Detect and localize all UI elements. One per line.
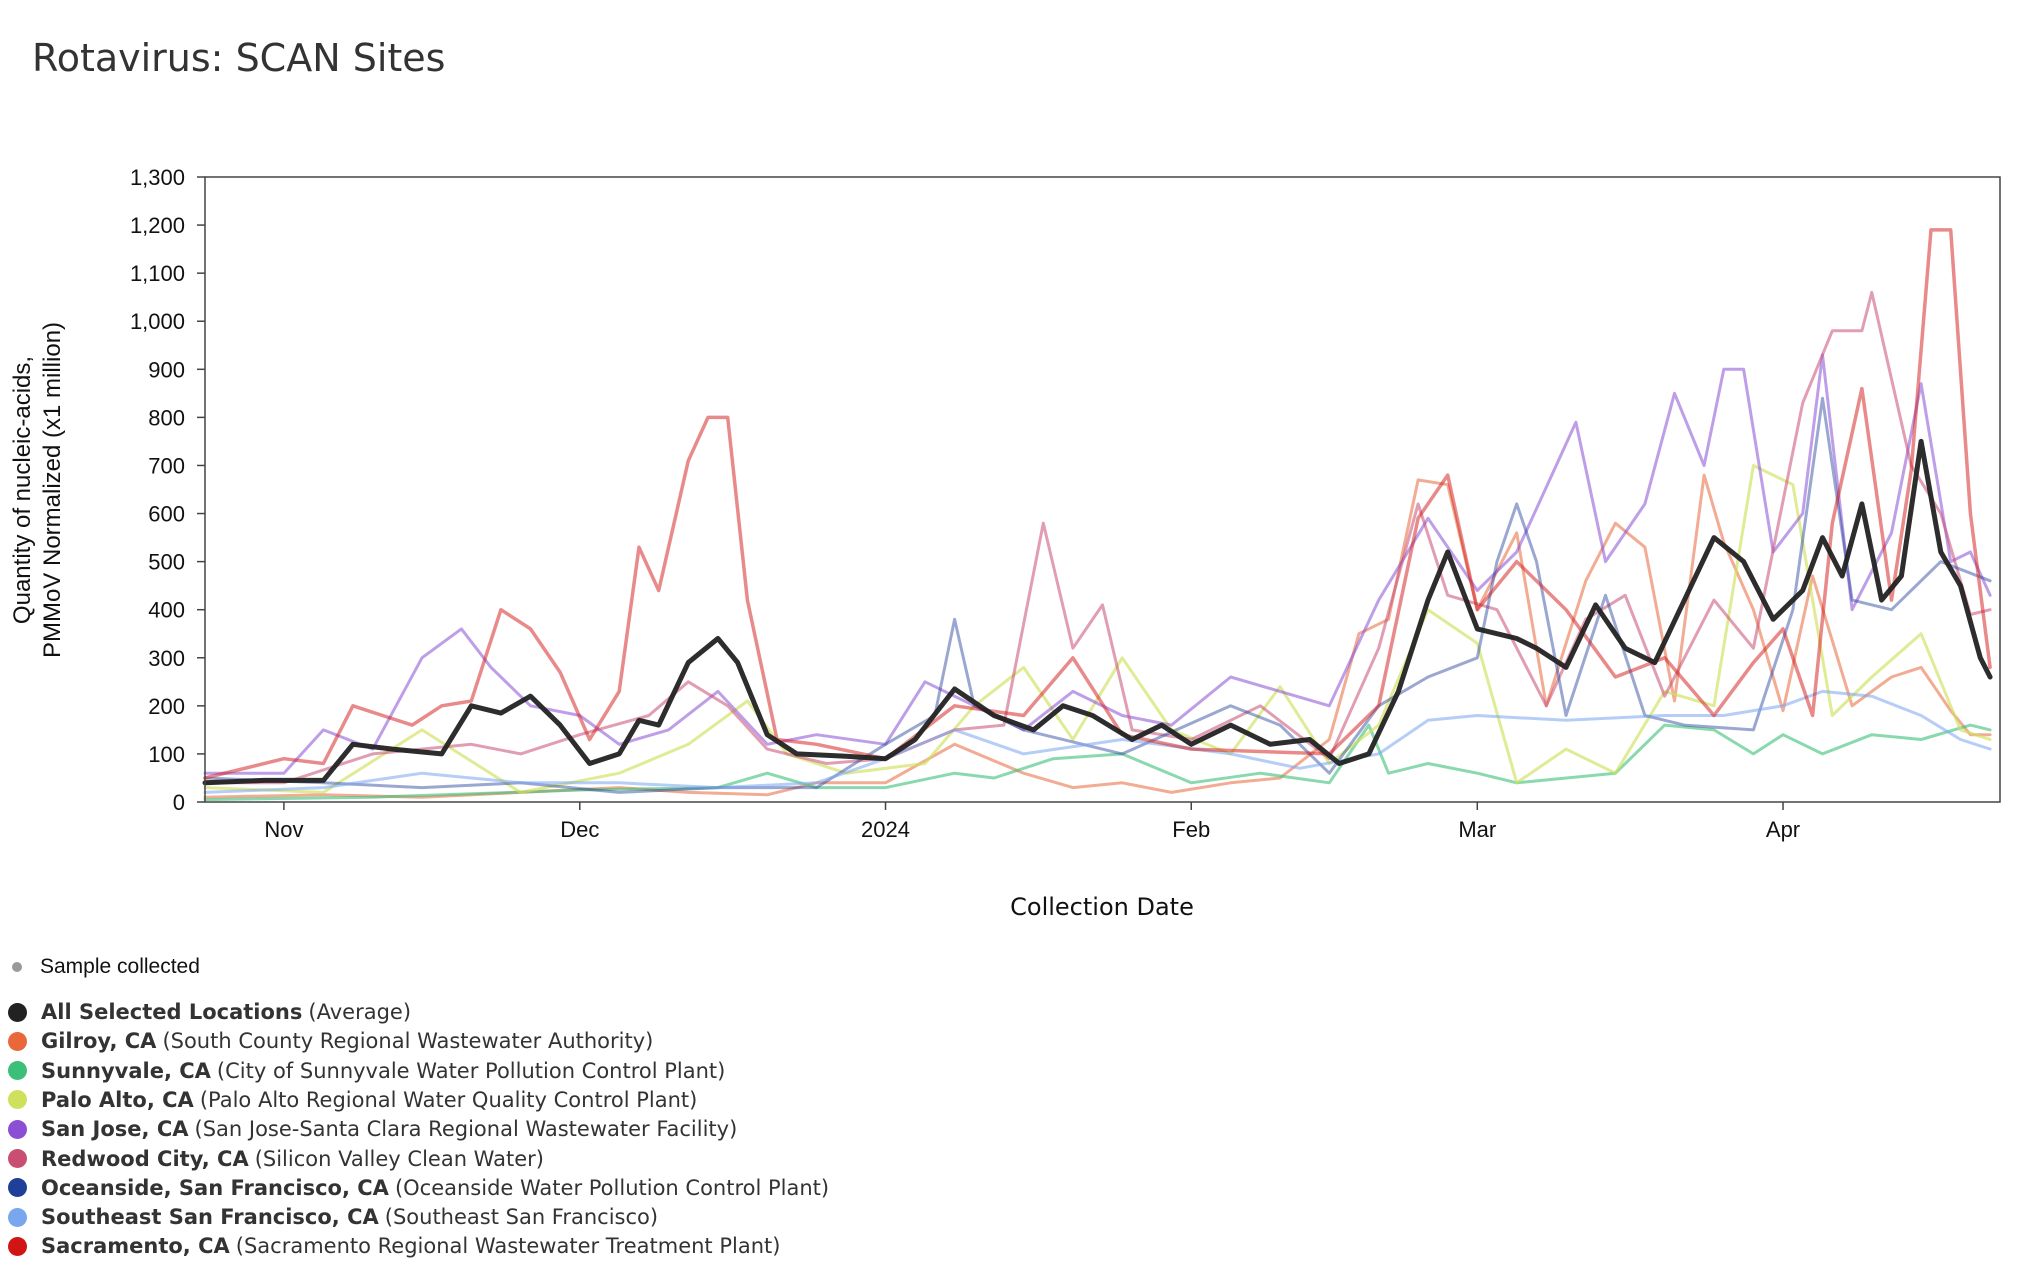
legend-item[interactable]: Gilroy, CA (South County Regional Wastewa… — [8, 1029, 653, 1053]
x-tick-label: Mar — [1458, 817, 1496, 842]
legend-item-name: Gilroy, CA — [41, 1029, 157, 1054]
legend-dot-icon — [8, 1178, 27, 1198]
series-line-all-selected-locations — [202, 438, 1993, 786]
legend-dot-icon — [8, 1207, 27, 1227]
legend-item-desc: (Southeast San Francisco) — [384, 1205, 659, 1230]
legend-item[interactable]: Sunnyvale, CA (City of Sunnyvale Water Po… — [8, 1059, 725, 1083]
legend-item[interactable]: Southeast San Francisco, CA (Southeast Sa… — [8, 1205, 658, 1229]
legend-dot-icon — [8, 1061, 27, 1081]
legend-item-name: Redwood City, CA — [41, 1146, 249, 1171]
y-tick-label: 600 — [148, 502, 185, 527]
legend-item-name: Sacramento, CA — [41, 1234, 230, 1259]
x-axis-label: Collection Date — [1010, 893, 1194, 921]
legend-item-name: Sunnyvale, CA — [41, 1058, 211, 1083]
legend-sample-collected: Sample collected — [8, 955, 200, 979]
line-chart: 0 100 200 300 400 500 600 700 800 900 1,000 1,100 1,… — [9, 165, 2001, 921]
y-tick-label: 1,000 — [130, 309, 185, 334]
legend-item-name: Southeast San Francisco, CA — [41, 1205, 379, 1230]
legend-item[interactable]: Oceanside, San Francisco, CA (Oceanside W… — [8, 1176, 829, 1200]
plot-frame — [204, 176, 2001, 803]
y-tick-label: 300 — [148, 646, 185, 671]
x-tick-label: 2024 — [861, 817, 910, 842]
series-line-redwood-city-ca — [203, 290, 1992, 785]
x-tick-label: Feb — [1172, 817, 1210, 842]
legend-dot-icon — [8, 1119, 27, 1139]
legend-item-name: Palo Alto, CA — [41, 1087, 194, 1112]
series-lines — [202, 228, 1993, 802]
y-tick-label: 400 — [148, 598, 185, 623]
legend-item-desc: (South County Regional Wastewater Author… — [162, 1029, 654, 1054]
legend-item-desc: (City of Sunnyvale Water Pollution Contr… — [216, 1058, 726, 1083]
y-axis-label-line1: Quantity of nucleic-acids, — [9, 356, 36, 624]
legend-item-desc: (Oceanside Water Pollution Control Plant… — [394, 1175, 830, 1200]
legend-item[interactable]: Redwood City, CA (Silicon Valley Clean Wa… — [8, 1147, 544, 1171]
legend-item[interactable]: Sacramento, CA (Sacramento Regional Waste… — [8, 1234, 780, 1258]
legend-item-desc: (San Jose-Santa Clara Regional Wastewate… — [194, 1117, 738, 1142]
legend-dot-icon — [8, 1236, 27, 1256]
y-axis-label: Quantity of nucleic-acids, PMMoV Normali… — [9, 322, 66, 658]
legend-item-desc: (Palo Alto Regional Water Quality Contro… — [199, 1087, 698, 1112]
x-tick-label: Nov — [264, 817, 303, 842]
y-axis-label-line2: PMMoV Normalized (x1 million) — [39, 322, 66, 658]
legend-dot-icon — [8, 1031, 27, 1051]
x-tick-label: Apr — [1766, 817, 1800, 842]
y-tick-label: 1,100 — [130, 261, 185, 286]
legend-sample-label: Sample collected — [40, 955, 200, 978]
axes: 0 100 200 300 400 500 600 700 800 900 1,000 1,100 1,… — [130, 165, 1800, 842]
y-tick-label: 700 — [148, 453, 185, 478]
series-line-sacramento-ca — [203, 228, 1992, 780]
page-title: Rotavirus: SCAN Sites — [32, 36, 446, 80]
legend-dot-icon — [8, 1090, 27, 1110]
legend-item-name: San Jose, CA — [41, 1117, 189, 1142]
legend-item-name: Oceanside, San Francisco, CA — [41, 1175, 389, 1200]
legend-item[interactable]: San Jose, CA (San Jose-Santa Clara Region… — [8, 1117, 737, 1141]
y-tick-label: 200 — [148, 694, 185, 719]
legend-item[interactable]: Palo Alto, CA (Palo Alto Regional Water Q… — [8, 1088, 697, 1112]
legend-item[interactable]: All Selected Locations (Average) — [8, 1000, 411, 1024]
y-tick-label: 500 — [148, 550, 185, 575]
y-tick-label: 900 — [148, 357, 185, 382]
series-line-palo-alto-ca — [203, 464, 1992, 794]
y-tick-label: 800 — [148, 405, 185, 430]
legend-item-desc: (Silicon Valley Clean Water) — [254, 1146, 544, 1171]
legend-item-desc: (Sacramento Regional Wastewater Treatmen… — [235, 1234, 781, 1259]
legend-item-desc: (Average) — [308, 1000, 412, 1024]
y-tick-label: 1,300 — [130, 165, 185, 190]
x-tick-label: Dec — [560, 817, 599, 842]
y-tick-label: 0 — [173, 790, 185, 815]
series-line-southeast-san-francisco-ca — [203, 689, 1992, 794]
legend-dot-icon — [8, 1149, 27, 1168]
series-line-san-jose-ca — [203, 353, 1992, 775]
series-line-gilroy-ca — [203, 473, 1992, 799]
legend-item-name: All Selected Locations — [41, 1000, 303, 1024]
legend-dot-icon — [8, 1002, 27, 1022]
sample-dot-icon — [12, 962, 22, 972]
y-tick-label: 100 — [148, 742, 185, 767]
y-tick-label: 1,200 — [130, 213, 185, 238]
